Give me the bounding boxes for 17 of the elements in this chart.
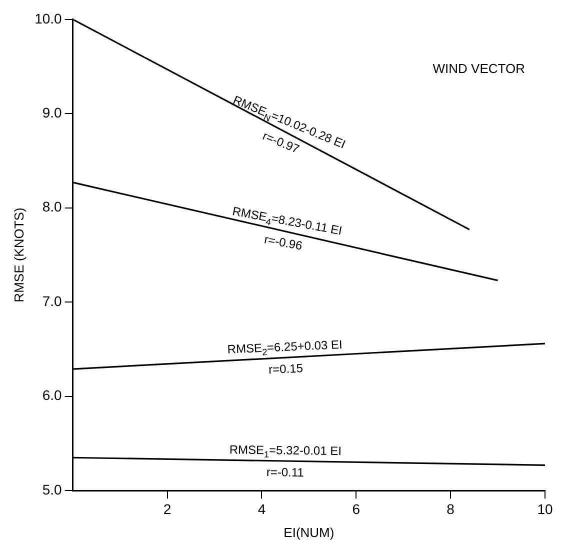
x-tick-label: 2 — [163, 500, 172, 517]
x-tick-label: 4 — [258, 500, 266, 517]
y-axis-title: RMSE (KNOTS) — [11, 208, 26, 302]
y-tick-label: 5.0 — [42, 481, 62, 498]
x-axis-title: EI(NUM) — [284, 524, 334, 540]
y-tick-label: 8.0 — [42, 198, 62, 215]
annotation: RMSE2=6.25+0.03 EI — [227, 337, 343, 358]
y-tick-label: 7.0 — [42, 292, 62, 309]
y-tick-label: 10.0 — [34, 10, 62, 26]
x-tick-label: 10 — [537, 500, 553, 517]
y-tick-label: 9.0 — [42, 104, 62, 120]
annotation: r=0.15 — [268, 361, 304, 377]
y-tick-label: 6.0 — [42, 387, 62, 404]
text: WIND VECTOR — [432, 60, 525, 76]
x-tick-label: 8 — [446, 500, 455, 517]
annotation: r=-0.11 — [266, 465, 304, 480]
x-tick-label: 6 — [352, 500, 360, 517]
